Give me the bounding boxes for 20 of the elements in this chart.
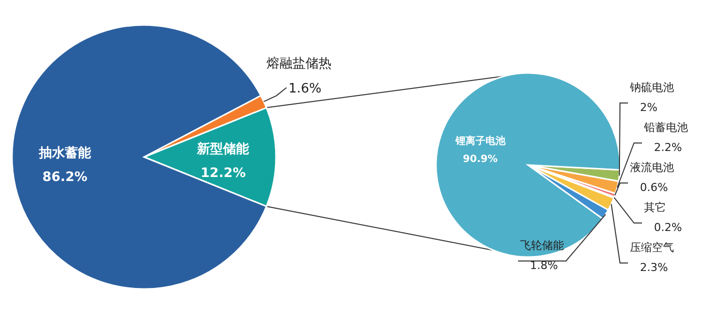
slice-label: 其它 [644, 201, 666, 214]
data-label: 12.2% [200, 166, 246, 181]
slice-label: 铅蓄电池 [643, 121, 688, 134]
data-label: 0.2% [654, 221, 682, 234]
data-label: 86.2% [42, 170, 88, 185]
data-label: 0.6% [640, 181, 668, 194]
slice-label: 熔融盐储热 [266, 56, 332, 72]
data-label: 1.6% [288, 82, 322, 97]
data-label: 2% [640, 101, 658, 114]
slice-label: 抽水蓄能 [38, 144, 92, 161]
data-label: 90.9% [462, 154, 498, 166]
slice-label: 压缩空气 [630, 241, 674, 254]
data-label: 1.8% [530, 259, 558, 272]
data-label: 2.2% [654, 141, 682, 154]
data-label: 2.3% [640, 261, 668, 274]
slice-label: 飞轮储能 [520, 239, 564, 252]
slice-label: 液流电池 [630, 161, 674, 174]
slice-label: 锂离子电池 [454, 135, 506, 148]
slice-label: 新型储能 [196, 141, 250, 157]
slice-label: 钠硫电池 [629, 81, 674, 94]
